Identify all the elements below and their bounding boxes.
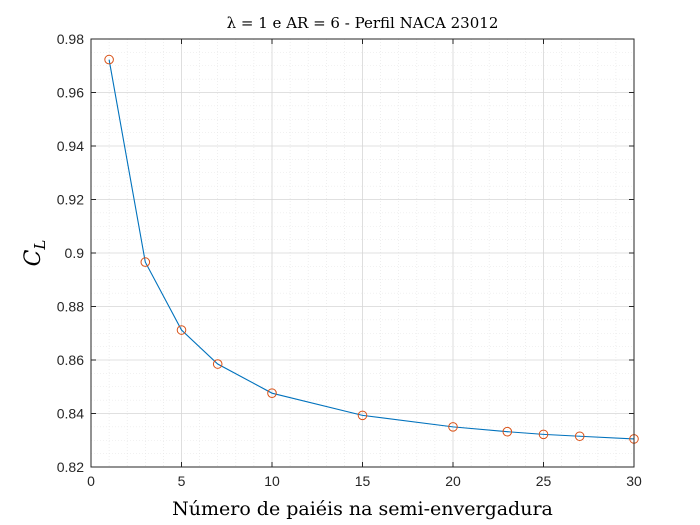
x-tick-label: 30 xyxy=(626,473,642,489)
x-axis-label: Número de paiéis na semi-envergadura xyxy=(172,498,553,520)
x-tick-label: 15 xyxy=(355,473,371,489)
data-point-marker xyxy=(267,388,277,398)
y-tick-label: 0.9 xyxy=(65,245,85,261)
y-tick-label: 0.98 xyxy=(57,31,84,47)
axis-ticks: 0 5 10 15 20 25 30 0.82 0.84 0.86 0.88 0.9 0.92 0.94 0… xyxy=(57,31,642,489)
data-point-marker xyxy=(212,359,223,369)
data-point-marker xyxy=(176,325,187,335)
x-tick-label: 20 xyxy=(445,473,461,489)
y-tick-label: 0.86 xyxy=(57,352,84,368)
data-point-marker xyxy=(574,431,585,442)
x-tick-label: 0 xyxy=(87,473,95,489)
y-axis-label-main: C xyxy=(21,249,46,266)
data-point-marker xyxy=(502,426,513,437)
x-tick-label: 10 xyxy=(264,473,280,489)
chart-title: λ = 1 e AR = 6 - Perfil NACA 23012 xyxy=(227,14,499,32)
data-point-marker xyxy=(140,257,151,267)
x-tick-label: 5 xyxy=(178,473,186,489)
data-point-marker xyxy=(357,410,368,421)
data-point-marker xyxy=(538,429,549,440)
x-tick-label: 25 xyxy=(536,473,552,489)
y-axis-label-subscript: L xyxy=(31,240,49,251)
y-tick-label: 0.84 xyxy=(57,406,84,422)
data-point-marker xyxy=(448,422,458,432)
y-tick-label: 0.88 xyxy=(57,299,84,315)
y-tick-label: 0.92 xyxy=(57,192,84,208)
grid xyxy=(90,38,635,468)
y-tick-label: 0.94 xyxy=(57,138,84,154)
series-line xyxy=(108,59,635,440)
y-axis-label: CL xyxy=(21,240,49,267)
data-point-marker xyxy=(104,54,114,65)
y-tick-label: 0.82 xyxy=(57,459,84,475)
y-tick-label: 0.96 xyxy=(57,85,84,101)
series-layer xyxy=(104,54,639,444)
